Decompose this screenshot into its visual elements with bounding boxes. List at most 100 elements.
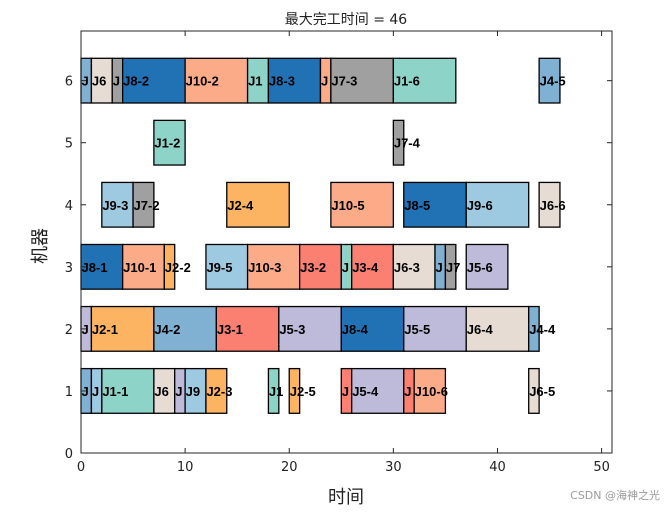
task-label: J2-2 (165, 260, 191, 275)
task-label: J9-6 (467, 198, 493, 213)
task-bar-J8-5 (403, 181, 467, 228)
task-bar-J9-3 (101, 181, 134, 228)
task-bar-J7-4 (392, 119, 405, 166)
y-tick-label: 1 (65, 385, 73, 400)
task-label: J2-3 (206, 384, 232, 399)
x-axis-label: 时间 (328, 487, 364, 508)
y-tick-label: 6 (65, 75, 73, 90)
task-bar-J6-3 (392, 243, 436, 290)
task-bar-J10-5 (330, 181, 395, 228)
task-bar-J8-4 (340, 305, 405, 352)
task-bar-J4-2 (153, 305, 218, 352)
bars-layer: JJ6JJ8-2J10-2J1J8-3JJ7-3J1-6J4-5J1-2J7-4… (80, 57, 566, 414)
task-bar-J9-6 (465, 181, 530, 228)
task-bar-J7 (444, 243, 457, 290)
task-bar-J1-2 (153, 119, 186, 166)
task-label: J8-4 (342, 322, 369, 337)
task-label: J10-1 (123, 260, 156, 275)
task-label: J1-1 (102, 384, 128, 399)
axes-layer: 0 10 20 30 40 50 0 1 2 3 4 5 6 (65, 30, 613, 475)
task-label: J6-5 (529, 384, 555, 399)
task-label: J10-3 (248, 260, 281, 275)
task-label: J8-2 (123, 74, 149, 89)
task-bar-J6-6 (538, 181, 561, 228)
task-label: J9-5 (206, 260, 232, 275)
y-tick-label: 3 (65, 261, 73, 276)
task-label: J7-4 (394, 136, 421, 151)
task-bar-J2-2 (163, 243, 176, 290)
task-label: J8-3 (269, 74, 295, 89)
chart-title: 最大完工时间 = 46 (285, 12, 408, 28)
task-label: J8-1 (82, 260, 108, 275)
task-label: J2-1 (92, 322, 118, 337)
task-bar-J6-5 (528, 367, 540, 414)
task-label: J (342, 384, 349, 399)
task-label: J5-3 (279, 322, 305, 337)
task-label: J (175, 384, 182, 399)
task-label: J (113, 74, 120, 89)
y-tick-label: 5 (65, 137, 73, 152)
x-tick-label: 50 (593, 460, 610, 475)
task-label: J9 (186, 384, 200, 399)
task-bar-J4-4 (528, 305, 540, 352)
task-label: J10-2 (186, 74, 219, 89)
task-label: J1 (248, 74, 262, 89)
task-bar-J10-2 (184, 57, 249, 104)
task-label: J1-2 (154, 136, 180, 151)
task-label: J10-6 (415, 384, 448, 399)
task-label: J (321, 74, 328, 89)
task-bar-J2-4 (226, 181, 290, 228)
task-label: J7-3 (331, 74, 357, 89)
task-bar-J4-5 (538, 57, 561, 104)
task-label: J6-6 (540, 198, 566, 213)
y-tick-label: 0 (65, 447, 73, 462)
task-label: J1-6 (394, 74, 420, 89)
x-tick-label: 10 (177, 460, 194, 475)
task-bar-J2-3 (205, 367, 228, 414)
task-label: J (92, 384, 99, 399)
task-bar-J3-1 (215, 305, 280, 352)
task-bar-J2-5 (288, 367, 301, 414)
x-tick-label: 40 (489, 460, 506, 475)
task-label: J (404, 384, 411, 399)
task-label: J6-4 (467, 322, 494, 337)
task-bar-J1-1 (101, 367, 155, 414)
task-label: J (436, 260, 443, 275)
task-label: J5-4 (352, 384, 379, 399)
task-label: J3-4 (352, 260, 379, 275)
y-tick-label: 4 (65, 199, 73, 214)
task-bar-J8-2 (121, 57, 186, 104)
task-label: J5-6 (467, 260, 493, 275)
task-label: J3-2 (300, 260, 326, 275)
task-label: J8-5 (404, 198, 430, 213)
task-label: J1 (269, 384, 283, 399)
task-bar-J1-6 (392, 57, 457, 104)
task-label: J2-4 (227, 198, 254, 213)
task-label: J2-5 (290, 384, 316, 399)
task-bar-J5-4 (351, 367, 405, 414)
task-label: J7-2 (134, 198, 160, 213)
task-label: J9-3 (102, 198, 128, 213)
task-label: J6 (92, 74, 106, 89)
task-label: J4-2 (154, 322, 180, 337)
task-label: J6-3 (394, 260, 420, 275)
task-label: J10-5 (331, 198, 364, 213)
task-bar-J7-3 (330, 57, 395, 104)
task-bar-J2-1 (90, 305, 155, 352)
task-label: J3-1 (217, 322, 243, 337)
task-bar-J7-2 (132, 181, 155, 228)
task-label: J6 (154, 384, 168, 399)
task-label: J4-4 (529, 322, 556, 337)
task-bar-J5-3 (278, 305, 342, 352)
task-bar-J9-5 (205, 243, 249, 290)
task-bar-J3-4 (351, 243, 395, 290)
x-tick-label: 20 (281, 460, 298, 475)
plot-frame (80, 30, 613, 454)
task-label: J7 (446, 260, 460, 275)
task-bar-J1 (267, 367, 280, 414)
task-bar-J5-6 (465, 243, 509, 290)
task-label: J4-5 (540, 74, 566, 89)
x-tick-label: 0 (77, 460, 85, 475)
y-tick-label: 2 (65, 323, 73, 338)
